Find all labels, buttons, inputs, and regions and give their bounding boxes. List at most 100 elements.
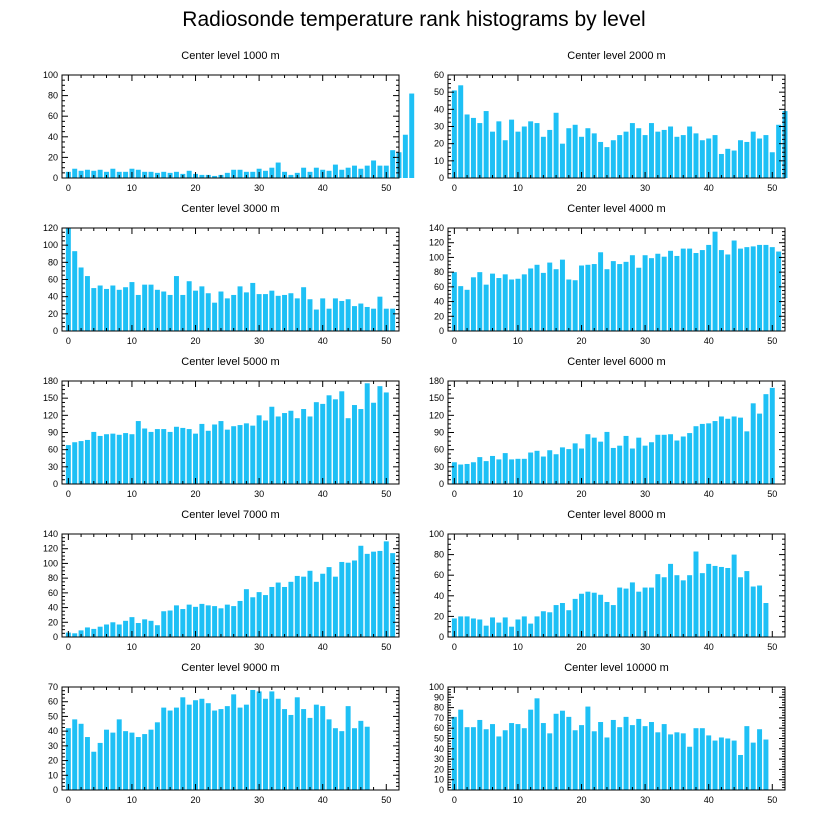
histogram-bar xyxy=(680,248,686,331)
histogram-bar xyxy=(623,716,629,790)
histogram-bar xyxy=(528,452,534,484)
histogram-bar xyxy=(383,165,389,178)
histogram-bar xyxy=(173,426,179,484)
histogram-bar xyxy=(377,386,383,484)
histogram-bar xyxy=(129,282,135,331)
x-tick-label: 30 xyxy=(254,183,264,193)
histogram-bar xyxy=(559,603,565,637)
histogram-bar xyxy=(534,123,540,178)
histogram-bar xyxy=(104,729,109,790)
histogram-bar xyxy=(275,698,281,790)
histogram-bar xyxy=(566,716,572,790)
y-tick-label: 120 xyxy=(429,410,444,420)
y-tick-label: 100 xyxy=(43,240,58,250)
y-tick-label: 60 xyxy=(434,70,444,80)
histogram-bar xyxy=(642,135,648,178)
histogram-bar xyxy=(687,433,693,484)
histogram-bar xyxy=(648,123,654,178)
y-tick-label: 120 xyxy=(43,223,58,233)
histogram-bar xyxy=(477,123,483,178)
x-tick-label: 40 xyxy=(318,489,328,499)
y-tick-label: 50 xyxy=(434,87,444,97)
y-tick-label: 80 xyxy=(434,550,444,560)
histogram-bar xyxy=(224,604,230,637)
y-tick-label: 30 xyxy=(434,754,444,764)
histogram-bar xyxy=(167,294,173,331)
histogram-bar xyxy=(339,731,345,790)
histogram-bar xyxy=(617,445,623,484)
histogram-bar xyxy=(371,308,377,331)
histogram-bar xyxy=(104,288,109,331)
histogram-bar xyxy=(559,447,565,484)
histogram-bar xyxy=(629,725,635,790)
y-tick-label: 0 xyxy=(53,326,58,336)
histogram-bar xyxy=(636,437,642,484)
histogram-bar xyxy=(566,128,572,178)
histogram-bar xyxy=(604,601,610,637)
histogram-bar xyxy=(585,264,591,331)
histogram-bar xyxy=(718,737,724,790)
y-tick-label: 80 xyxy=(434,703,444,713)
histogram-bar xyxy=(674,575,680,637)
histogram-bar xyxy=(173,171,179,178)
histogram-bar xyxy=(294,575,300,637)
y-tick-label: 120 xyxy=(43,410,58,420)
histogram-bar xyxy=(237,425,243,484)
x-tick-label: 40 xyxy=(704,489,714,499)
histogram-panel: 0 20 40 60 80 100 0 10 20 30 40 50 Center level 1000… xyxy=(43,50,415,193)
histogram-bar xyxy=(731,416,737,484)
panel-title: Center level 9000 m xyxy=(181,662,279,674)
histogram-bar xyxy=(288,293,294,331)
histogram-bar xyxy=(154,429,160,484)
x-tick-label: 0 xyxy=(452,642,457,652)
y-tick-label: 20 xyxy=(48,756,58,766)
panel-title: Center level 8000 m xyxy=(567,509,665,521)
x-tick-label: 40 xyxy=(318,795,328,805)
histogram-bar xyxy=(731,740,737,790)
histogram-bar xyxy=(598,594,604,637)
histogram-bar xyxy=(65,228,71,331)
histogram-bar xyxy=(744,431,750,484)
histogram-bar xyxy=(320,403,326,484)
y-tick-label: 80 xyxy=(48,257,58,267)
histogram-bar xyxy=(231,294,237,331)
histogram-bar xyxy=(540,723,546,790)
x-tick-label: 10 xyxy=(513,642,523,652)
x-tick-label: 0 xyxy=(452,489,457,499)
y-tick-label: 60 xyxy=(434,723,444,733)
histogram-bar xyxy=(193,700,199,790)
histogram-bar xyxy=(750,586,756,637)
histogram-bar xyxy=(250,689,256,790)
histogram-bar xyxy=(339,300,345,331)
histogram-bar xyxy=(104,171,109,178)
histogram-bar xyxy=(282,413,288,484)
histogram-bar xyxy=(282,586,288,637)
histogram-bar xyxy=(629,255,635,331)
histogram-bar xyxy=(502,140,508,178)
histogram-bar xyxy=(451,90,457,178)
histogram-bar xyxy=(483,729,489,790)
histogram-bar xyxy=(458,85,464,178)
y-tick-label: 150 xyxy=(429,393,444,403)
histogram-bar xyxy=(275,162,281,178)
x-tick-label: 10 xyxy=(127,489,137,499)
histogram-bar xyxy=(275,416,281,484)
histogram-bar xyxy=(262,294,268,331)
histogram-bar xyxy=(776,251,782,331)
histogram-bar xyxy=(458,616,464,637)
histogram-bar xyxy=(243,292,249,331)
histogram-bar xyxy=(642,445,648,484)
histogram-bar xyxy=(383,308,389,331)
histogram-bar xyxy=(154,289,160,331)
histogram-bar xyxy=(167,610,173,637)
x-tick-label: 40 xyxy=(704,642,714,652)
histogram-bar xyxy=(269,691,275,790)
histogram-bar xyxy=(738,417,743,484)
histogram-bar xyxy=(699,573,705,637)
y-tick-label: 60 xyxy=(48,445,58,455)
histogram-bar xyxy=(623,131,629,178)
histogram-bar xyxy=(540,272,546,331)
histogram-panel: 0 20 40 60 80 100 120 140 0 10 20 30 40 50 Center leve… xyxy=(429,203,786,346)
histogram-bar xyxy=(464,616,470,637)
histogram-bar xyxy=(629,448,635,484)
